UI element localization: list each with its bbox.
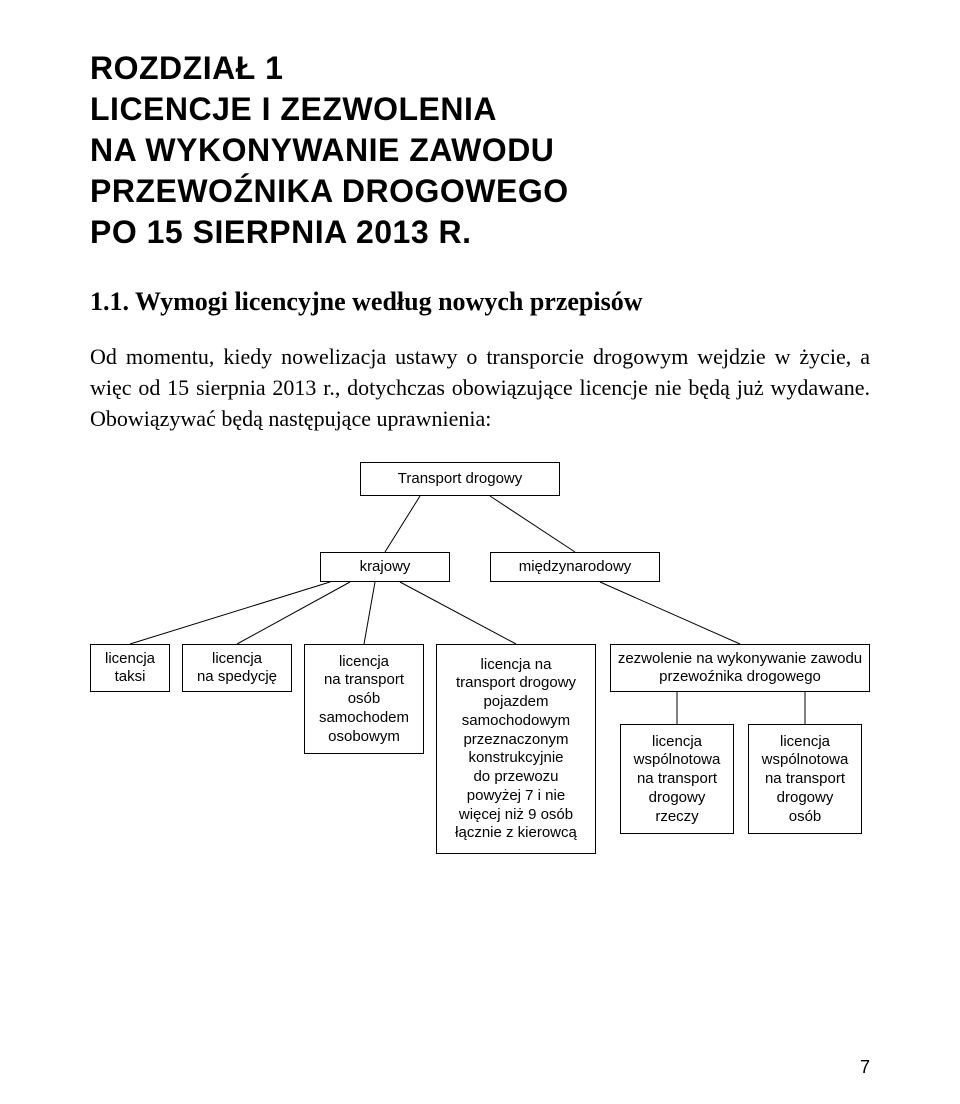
chapter-line-2: LICENCJE I ZEZWOLENIA (90, 89, 870, 130)
node-zezwolenie: zezwolenie na wykonywanie zawodu przewoź… (610, 644, 870, 692)
section-heading: 1.1. Wymogi licencyjne według nowych prz… (90, 287, 870, 317)
node-taksi: licencja taksi (90, 644, 170, 692)
page-number: 7 (860, 1057, 870, 1078)
node-zezwolenie-label: zezwolenie na wykonywanie zawodu przewoź… (618, 650, 862, 688)
org-diagram: Transport drogowy krajowy międzynarodowy… (90, 452, 870, 972)
node-osobowy-label: licencja na transport osób samochodem os… (319, 653, 409, 747)
body-paragraph: Od momentu, kiedy nowelizacja ustawy o t… (90, 341, 870, 435)
node-spedycja-label: licencja na spedycję (197, 650, 277, 688)
node-taksi-label: licencja taksi (105, 650, 155, 688)
chapter-line-5: PO 15 SIERPNIA 2013 R. (90, 212, 870, 253)
node-miedzynarodowy-label: międzynarodowy (519, 558, 632, 577)
node-wspolnotowa-rzeczy: licencja wspólnotowa na transport drogow… (620, 724, 734, 834)
node-spedycja: licencja na spedycję (182, 644, 292, 692)
chapter-line-4: PRZEWOŹNIKA DROGOWEGO (90, 171, 870, 212)
chapter-line-3: NA WYKONYWANIE ZAWODU (90, 130, 870, 171)
node-wspolnotowa-osob: licencja wspólnotowa na transport drogow… (748, 724, 862, 834)
node-wspolnotowa-rzeczy-label: licencja wspólnotowa na transport drogow… (634, 733, 721, 827)
node-krajowy-label: krajowy (360, 558, 411, 577)
chapter-heading: ROZDZIAŁ 1 LICENCJE I ZEZWOLENIA NA WYKO… (90, 48, 870, 253)
node-pojazd: licencja na transport drogowy pojazdem s… (436, 644, 596, 854)
node-root: Transport drogowy (360, 462, 560, 496)
node-osobowy: licencja na transport osób samochodem os… (304, 644, 424, 754)
node-root-label: Transport drogowy (398, 470, 523, 489)
node-wspolnotowa-osob-label: licencja wspólnotowa na transport drogow… (762, 733, 849, 827)
node-pojazd-label: licencja na transport drogowy pojazdem s… (455, 656, 577, 844)
node-krajowy: krajowy (320, 552, 450, 582)
chapter-line-1: ROZDZIAŁ 1 (90, 48, 870, 89)
node-miedzynarodowy: międzynarodowy (490, 552, 660, 582)
